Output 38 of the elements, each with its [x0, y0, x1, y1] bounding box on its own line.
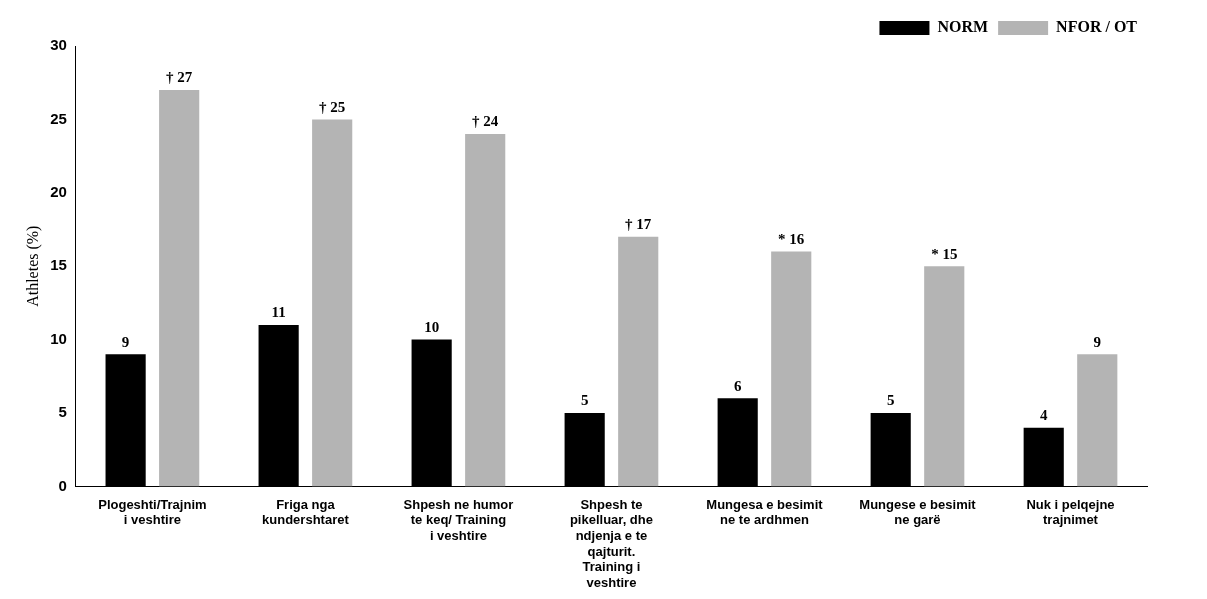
x-tick-label: Shpesh te pikelluar, dhe ndjenja e te qajturit. Training i veshtire — [569, 496, 653, 590]
x-tick-label: Shpesh ne humor te keq/ Training i veshtire — [403, 496, 514, 543]
x-tick-label: Mungesa e besimit ne te ardhmen — [706, 496, 824, 528]
x-tick-label: Plogeshti/Trajnim i veshtire — [98, 496, 207, 528]
data-label: 6 — [733, 377, 742, 394]
bar — [618, 236, 659, 487]
data-label: 5 — [886, 392, 895, 409]
x-tick-label: Nuk i pelqejne trajnimet — [1026, 496, 1115, 528]
data-label: 9 — [121, 333, 130, 350]
bar — [924, 266, 965, 487]
data-label: † 25 — [319, 98, 346, 115]
data-label: 4 — [1039, 407, 1048, 424]
data-label: 10 — [424, 318, 440, 335]
y-tick-label: 20 — [50, 182, 67, 200]
y-tick-label: 0 — [58, 476, 67, 494]
data-label: † 27 — [166, 69, 193, 86]
x-tick-label: Mungese e besimit ne garë — [859, 496, 977, 528]
data-label: 11 — [271, 304, 286, 321]
y-axis-title: Athletes (%) — [23, 225, 42, 307]
x-tick-label: Friga nga kundershtaret — [262, 496, 350, 528]
legend-label: NFOR / OT — [1056, 18, 1138, 36]
data-label: * 16 — [778, 230, 805, 247]
y-tick-label: 5 — [58, 403, 67, 421]
bar — [159, 90, 200, 487]
bar — [1077, 354, 1118, 487]
y-tick-label: 25 — [50, 109, 67, 127]
legend-label: NORM — [937, 18, 989, 36]
y-tick-label: 30 — [50, 36, 67, 54]
y-tick-label: 15 — [50, 256, 67, 274]
data-label: † 17 — [625, 216, 652, 233]
bar — [465, 134, 506, 487]
bar — [312, 119, 353, 487]
data-label: † 24 — [472, 113, 499, 130]
y-tick-label: 10 — [50, 329, 67, 347]
data-label: * 15 — [931, 245, 958, 262]
data-label: 5 — [580, 392, 589, 409]
data-label: 9 — [1093, 333, 1102, 350]
bar — [771, 251, 812, 487]
